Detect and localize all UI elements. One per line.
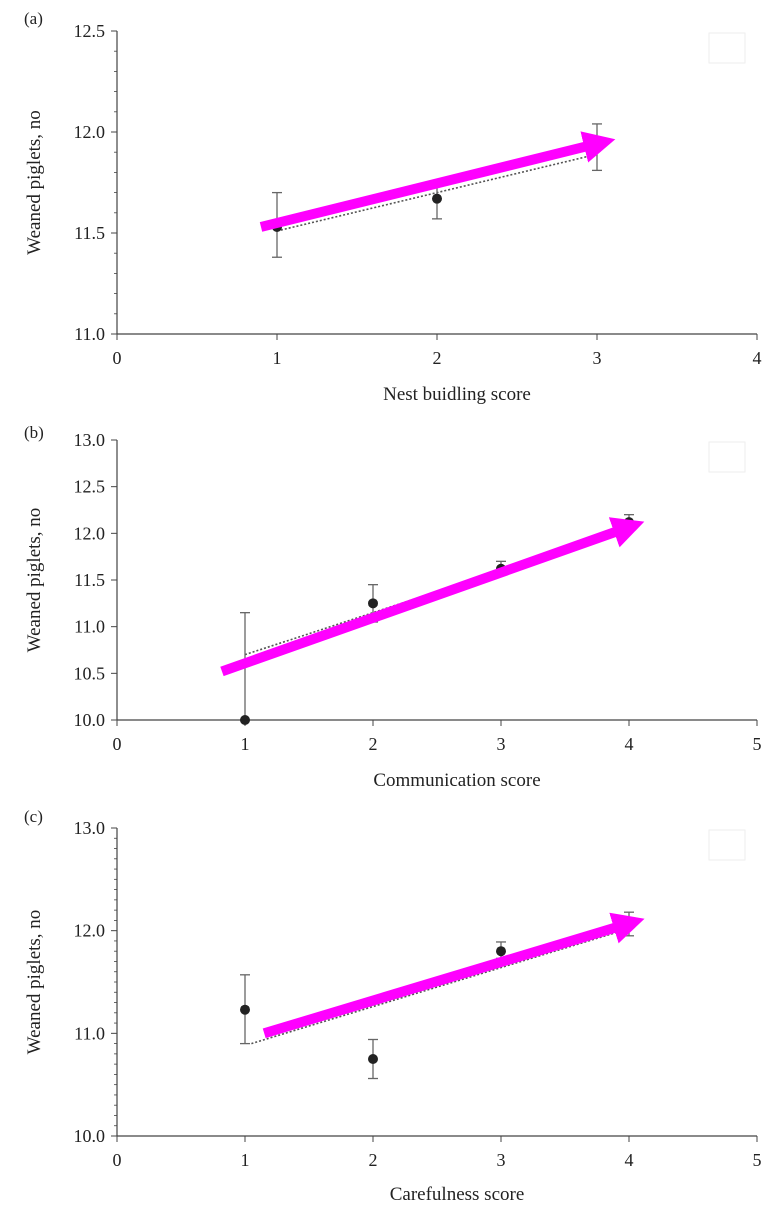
y-tick-label: 11.0	[74, 617, 105, 637]
x-tick-label: 1	[241, 734, 250, 754]
y-tick-label: 12.0	[74, 921, 106, 941]
y-axis-label: Weaned piglets, no	[24, 110, 45, 255]
y-axis-label: Weaned piglets, no	[24, 910, 45, 1055]
x-tick-label: 3	[593, 348, 602, 368]
x-tick-label: 3	[497, 1150, 506, 1170]
x-tick-label: 4	[625, 734, 634, 754]
x-tick-label: 0	[113, 348, 122, 368]
x-tick-label: 3	[497, 734, 506, 754]
y-tick-label: 12.5	[74, 21, 106, 41]
trendline	[251, 927, 630, 1045]
data-point	[496, 946, 506, 957]
legend-box	[708, 32, 746, 64]
chart-panel-a: (a) 11.0 11.5 12.0 12.5 0 1 2 3 4 Nest buidling sc…	[24, 9, 762, 405]
x-axis-label: Communication score	[373, 770, 540, 791]
y-tick-label: 12.0	[74, 523, 106, 543]
annotation-arrow	[259, 131, 616, 232]
y-tick-label: 12.0	[74, 122, 106, 142]
y-tick-label: 10.5	[74, 663, 106, 683]
data-point	[432, 193, 442, 204]
legend-box	[708, 829, 746, 861]
data-point	[240, 715, 250, 725]
legend-box	[708, 441, 746, 473]
y-tick-label: 13.0	[74, 818, 106, 838]
x-tick-label: 0	[113, 1150, 122, 1170]
y-tick-label: 11.5	[74, 570, 105, 590]
y-axis-label: Weaned piglets, no	[24, 508, 45, 653]
x-tick-label: 2	[433, 348, 442, 368]
x-tick-label: 2	[369, 1150, 378, 1170]
x-tick-label: 4	[625, 1150, 634, 1170]
y-tick-label: 10.0	[74, 1126, 106, 1146]
panel-label: (b)	[24, 423, 44, 442]
x-axis-label: Nest buidling score	[383, 384, 531, 405]
y-tick-label: 10.0	[74, 710, 106, 730]
annotation-arrow	[220, 517, 645, 677]
x-axis-label: Carefulness score	[390, 1184, 525, 1205]
y-tick-label: 11.5	[74, 223, 105, 243]
y-tick-label: 11.0	[74, 1023, 105, 1043]
x-tick-label: 2	[369, 734, 378, 754]
x-tick-label: 1	[241, 1150, 250, 1170]
x-tick-label: 4	[753, 348, 762, 368]
data-point	[368, 1054, 378, 1064]
y-tick-label: 13.0	[74, 430, 106, 450]
panel-label: (a)	[24, 9, 43, 28]
annotation-arrow	[262, 912, 645, 1039]
x-tick-label: 0	[113, 734, 122, 754]
x-tick-label: 1	[273, 348, 282, 368]
panel-label: (c)	[24, 807, 43, 826]
data-point	[368, 598, 378, 609]
chart-panel-b: (b) 10.0 10.5 11.0 11.5 12.0 12.5 13.0 0 1 2 3 4 5 Com…	[24, 423, 762, 791]
x-tick-label: 5	[753, 734, 762, 754]
chart-panel-c: (c) 10.0 11.0 12.0 13.0 0 1 2 3 4 5 Carefulness sco…	[24, 807, 762, 1205]
data-point	[240, 1004, 250, 1015]
y-tick-label: 11.0	[74, 324, 105, 344]
y-tick-label: 12.5	[74, 477, 106, 497]
x-tick-label: 5	[753, 1150, 762, 1170]
